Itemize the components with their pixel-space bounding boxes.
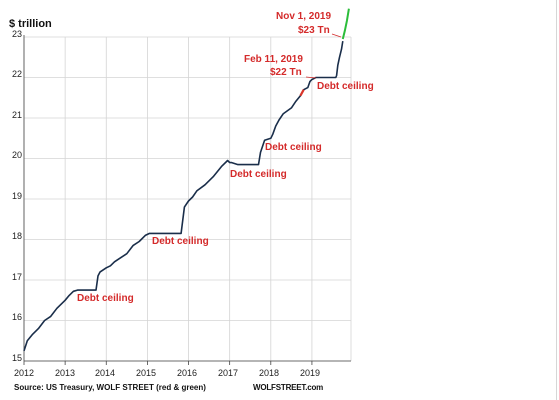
plot-area <box>23 8 350 352</box>
x-tick-label: 2013 <box>54 368 76 378</box>
source-note: Source: US Treasury, WOLF STREET (red & … <box>14 383 206 392</box>
x-tick-label: 2019 <box>299 368 321 378</box>
debt-ceiling-label: Debt ceiling <box>265 142 322 153</box>
brand-watermark: WOLFSTREET.com <box>253 383 324 392</box>
y-tick-label: 21 <box>11 110 22 120</box>
y-tick-label: 20 <box>11 150 22 160</box>
y-tick-label: 19 <box>11 191 22 201</box>
y-tick-label: 23 <box>11 29 22 39</box>
debt-ceiling-label: Debt ceiling <box>230 169 287 180</box>
y-tick-label: 22 <box>11 69 22 79</box>
nov-2019-leader-line <box>331 33 342 38</box>
x-tick-label: 2015 <box>135 368 157 378</box>
y-tick-label: 17 <box>11 272 22 282</box>
y-tick-label: 15 <box>11 353 22 363</box>
y-tick-label: 18 <box>11 231 22 241</box>
annotation-leaders <box>305 33 342 79</box>
nov-2019-date-label: Nov 1, 2019 <box>276 11 332 22</box>
y-tick-label: 16 <box>11 312 22 322</box>
debt-series-line <box>23 40 344 352</box>
debt-ceiling-label: Debt ceiling <box>77 293 134 304</box>
x-tick-label: 2016 <box>176 368 198 378</box>
feb-2019-value-label: $22 Tn <box>270 67 302 78</box>
nov-2019-value-label: $23 Tn <box>298 25 330 36</box>
debt-projection-line <box>341 8 350 40</box>
feb-2019-date-label: Feb 11, 2019 <box>244 54 303 65</box>
y-axis-title: $ trillion <box>9 18 52 30</box>
feb-2019-highlight-segment <box>299 89 305 97</box>
x-tick-label: 2017 <box>217 368 239 378</box>
x-tick-label: 2014 <box>94 368 116 378</box>
x-tick-label: 2018 <box>258 368 280 378</box>
x-tick-label: 2012 <box>13 368 35 378</box>
grid-lines <box>23 35 352 365</box>
debt-ceiling-label: Debt ceiling <box>317 81 374 92</box>
right-frame-rule <box>556 0 557 400</box>
debt-ceiling-label: Debt ceiling <box>152 236 209 247</box>
feb-2019-leader-line <box>305 76 317 79</box>
